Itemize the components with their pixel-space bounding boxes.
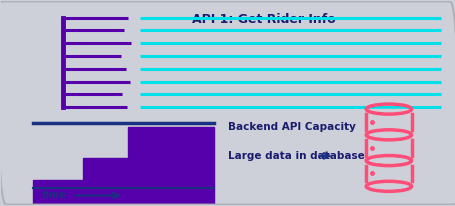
- Bar: [365, 161, 411, 186]
- Bar: [128, 127, 214, 205]
- Text: Large data in database: Large data in database: [228, 151, 364, 161]
- Bar: [33, 180, 83, 205]
- Bar: [365, 135, 411, 161]
- Bar: [83, 158, 128, 205]
- Bar: [365, 109, 411, 135]
- Text: Backend API Capacity: Backend API Capacity: [228, 122, 355, 132]
- Text: API 1: Get Rider Info: API 1: Get Rider Info: [192, 13, 335, 26]
- Text: time: time: [42, 191, 67, 200]
